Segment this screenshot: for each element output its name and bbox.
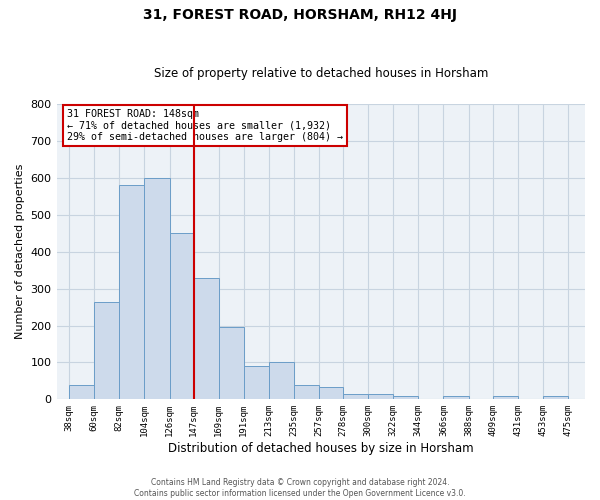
Bar xyxy=(69,386,94,400)
Bar xyxy=(218,328,244,400)
Bar xyxy=(170,234,194,400)
Bar xyxy=(543,396,568,400)
Bar xyxy=(194,278,218,400)
Title: Size of property relative to detached houses in Horsham: Size of property relative to detached ho… xyxy=(154,66,488,80)
Bar xyxy=(319,387,343,400)
X-axis label: Distribution of detached houses by size in Horsham: Distribution of detached houses by size … xyxy=(168,442,473,455)
Bar xyxy=(443,396,469,400)
Bar xyxy=(343,394,368,400)
Text: 31, FOREST ROAD, HORSHAM, RH12 4HJ: 31, FOREST ROAD, HORSHAM, RH12 4HJ xyxy=(143,8,457,22)
Bar xyxy=(244,366,269,400)
Y-axis label: Number of detached properties: Number of detached properties xyxy=(15,164,25,340)
Bar xyxy=(493,396,518,400)
Bar xyxy=(269,362,294,400)
Text: 31 FOREST ROAD: 148sqm
← 71% of detached houses are smaller (1,932)
29% of semi-: 31 FOREST ROAD: 148sqm ← 71% of detached… xyxy=(67,108,343,142)
Bar xyxy=(368,394,393,400)
Bar xyxy=(294,386,319,400)
Text: Contains HM Land Registry data © Crown copyright and database right 2024.
Contai: Contains HM Land Registry data © Crown c… xyxy=(134,478,466,498)
Bar xyxy=(145,178,170,400)
Bar xyxy=(94,302,119,400)
Bar xyxy=(393,396,418,400)
Bar xyxy=(119,186,145,400)
